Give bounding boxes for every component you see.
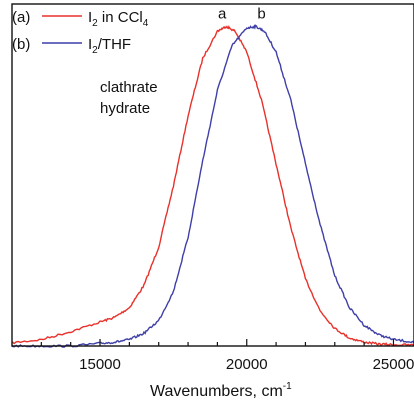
legend-entry-b: (b) I2/THF clathrate hydrate: [12, 36, 158, 117]
legend-b-prefix: (b): [12, 36, 30, 53]
legend: (a) I2 in CCl4 (b) I2/THF clathrate hydr…: [12, 9, 158, 117]
peak-label-a: a: [218, 5, 227, 22]
x-axis: 15000 20000 25000: [40, 339, 414, 373]
plot-frame: [11, 3, 414, 347]
legend-entry-a: (a) I2 in CCl4: [12, 9, 149, 29]
peak-label-b: b: [257, 5, 265, 22]
legend-a-prefix: (a): [12, 9, 30, 26]
x-axis-label: Wavenumbers, cm-1: [150, 381, 292, 400]
series-line-b: [11, 24, 414, 348]
x-tick-label: 20000: [226, 356, 268, 373]
legend-a-label: I2 in CCl4: [88, 9, 149, 29]
series-line-a: [11, 24, 414, 347]
plot-lines: [11, 24, 414, 348]
legend-b-caption-line2: hydrate: [100, 100, 150, 117]
legend-b-label: I2/THF: [88, 36, 131, 56]
x-tick-label: 15000: [79, 356, 121, 373]
legend-b-caption-line1: clathrate: [100, 79, 158, 96]
x-tick-label: 25000: [373, 356, 414, 373]
